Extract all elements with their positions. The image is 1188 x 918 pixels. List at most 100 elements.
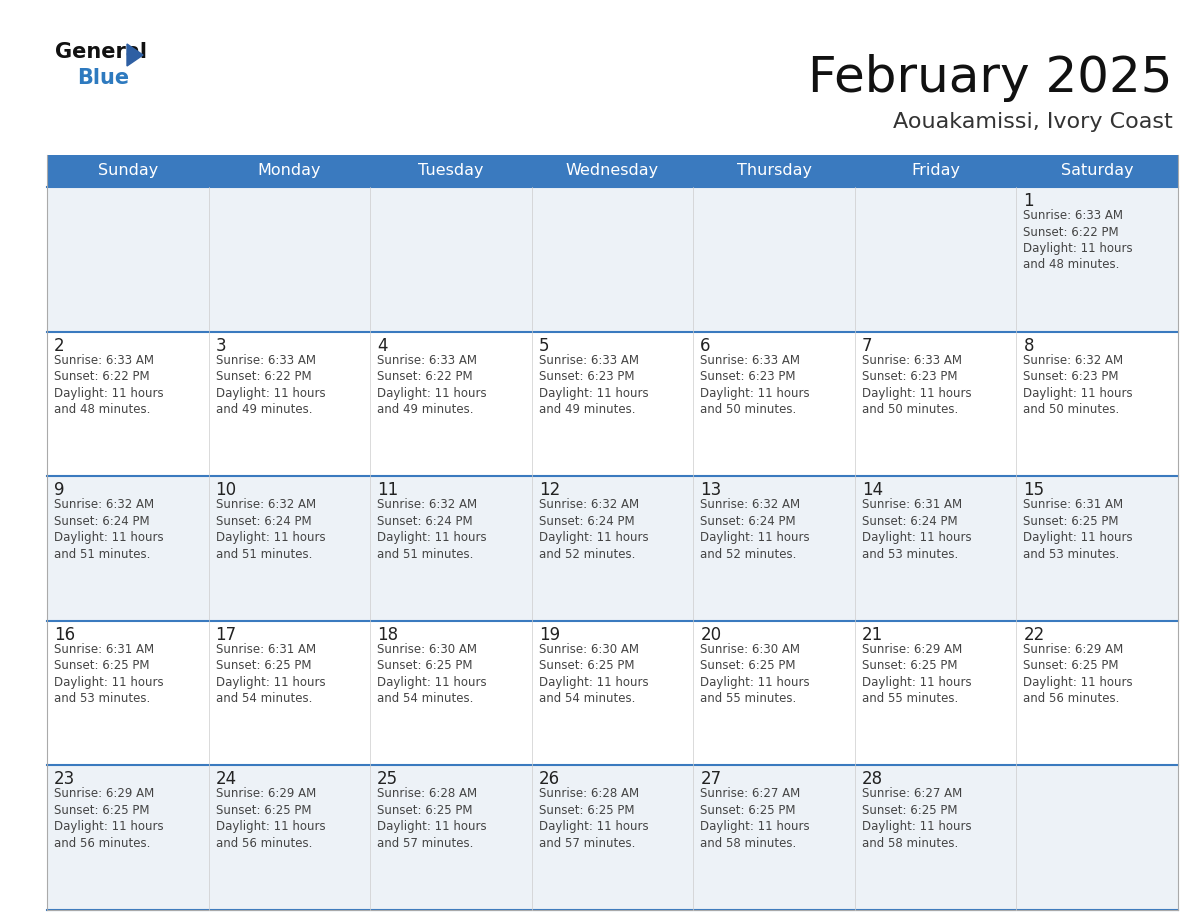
Text: 5: 5: [538, 337, 549, 354]
Text: 4: 4: [377, 337, 387, 354]
Text: Sunrise: 6:29 AM
Sunset: 6:25 PM
Daylight: 11 hours
and 56 minutes.: Sunrise: 6:29 AM Sunset: 6:25 PM Dayligh…: [1023, 643, 1133, 705]
Text: Sunrise: 6:29 AM
Sunset: 6:25 PM
Daylight: 11 hours
and 55 minutes.: Sunrise: 6:29 AM Sunset: 6:25 PM Dayligh…: [861, 643, 972, 705]
Bar: [532, 331, 694, 476]
Text: Sunrise: 6:29 AM
Sunset: 6:25 PM
Daylight: 11 hours
and 56 minutes.: Sunrise: 6:29 AM Sunset: 6:25 PM Dayligh…: [215, 788, 326, 850]
Text: 3: 3: [215, 337, 226, 354]
Text: Sunrise: 6:27 AM
Sunset: 6:25 PM
Daylight: 11 hours
and 58 minutes.: Sunrise: 6:27 AM Sunset: 6:25 PM Dayligh…: [861, 788, 972, 850]
Bar: [532, 476, 694, 621]
Bar: [855, 331, 1017, 476]
Text: Sunrise: 6:33 AM
Sunset: 6:23 PM
Daylight: 11 hours
and 49 minutes.: Sunrise: 6:33 AM Sunset: 6:23 PM Dayligh…: [538, 353, 649, 416]
Text: Sunrise: 6:28 AM
Sunset: 6:25 PM
Daylight: 11 hours
and 57 minutes.: Sunrise: 6:28 AM Sunset: 6:25 PM Dayligh…: [538, 788, 649, 850]
Text: 13: 13: [700, 481, 721, 499]
Text: Sunrise: 6:31 AM
Sunset: 6:25 PM
Daylight: 11 hours
and 53 minutes.: Sunrise: 6:31 AM Sunset: 6:25 PM Dayligh…: [53, 643, 164, 705]
Text: 19: 19: [538, 626, 560, 644]
Text: Sunrise: 6:31 AM
Sunset: 6:24 PM
Daylight: 11 hours
and 53 minutes.: Sunrise: 6:31 AM Sunset: 6:24 PM Dayligh…: [861, 498, 972, 561]
Bar: [48, 766, 209, 910]
Text: 27: 27: [700, 770, 721, 789]
Text: 17: 17: [215, 626, 236, 644]
Text: Tuesday: Tuesday: [418, 163, 484, 178]
Text: 8: 8: [1023, 337, 1034, 354]
Bar: [1017, 766, 1178, 910]
Bar: [48, 621, 209, 766]
Bar: [209, 187, 371, 331]
Bar: [855, 187, 1017, 331]
Text: 11: 11: [377, 481, 398, 499]
Bar: [209, 766, 371, 910]
Text: Aouakamissi, Ivory Coast: Aouakamissi, Ivory Coast: [893, 112, 1173, 132]
Text: Sunday: Sunday: [97, 163, 158, 178]
Bar: [1017, 476, 1178, 621]
Text: 1: 1: [1023, 192, 1034, 210]
Text: 16: 16: [53, 626, 75, 644]
Text: Sunrise: 6:32 AM
Sunset: 6:24 PM
Daylight: 11 hours
and 51 minutes.: Sunrise: 6:32 AM Sunset: 6:24 PM Dayligh…: [215, 498, 326, 561]
Text: 9: 9: [53, 481, 64, 499]
Text: Blue: Blue: [77, 68, 129, 88]
Bar: [855, 476, 1017, 621]
Text: 12: 12: [538, 481, 560, 499]
Bar: [209, 331, 371, 476]
Text: General: General: [55, 42, 147, 62]
Text: 7: 7: [861, 337, 872, 354]
Text: Sunrise: 6:32 AM
Sunset: 6:24 PM
Daylight: 11 hours
and 51 minutes.: Sunrise: 6:32 AM Sunset: 6:24 PM Dayligh…: [53, 498, 164, 561]
Polygon shape: [127, 44, 143, 66]
Text: Sunrise: 6:33 AM
Sunset: 6:22 PM
Daylight: 11 hours
and 48 minutes.: Sunrise: 6:33 AM Sunset: 6:22 PM Dayligh…: [53, 353, 164, 416]
Bar: [1017, 621, 1178, 766]
Text: Sunrise: 6:33 AM
Sunset: 6:23 PM
Daylight: 11 hours
and 50 minutes.: Sunrise: 6:33 AM Sunset: 6:23 PM Dayligh…: [700, 353, 810, 416]
Bar: [209, 476, 371, 621]
Text: Sunrise: 6:30 AM
Sunset: 6:25 PM
Daylight: 11 hours
and 54 minutes.: Sunrise: 6:30 AM Sunset: 6:25 PM Dayligh…: [377, 643, 487, 705]
Bar: [855, 766, 1017, 910]
Bar: [371, 766, 532, 910]
Bar: [694, 621, 855, 766]
Bar: [532, 187, 694, 331]
Bar: [48, 331, 209, 476]
Text: 26: 26: [538, 770, 560, 789]
Bar: [48, 476, 209, 621]
Bar: [371, 331, 532, 476]
Text: 23: 23: [53, 770, 75, 789]
Text: Sunrise: 6:32 AM
Sunset: 6:24 PM
Daylight: 11 hours
and 52 minutes.: Sunrise: 6:32 AM Sunset: 6:24 PM Dayligh…: [700, 498, 810, 561]
Text: Sunrise: 6:33 AM
Sunset: 6:22 PM
Daylight: 11 hours
and 49 minutes.: Sunrise: 6:33 AM Sunset: 6:22 PM Dayligh…: [377, 353, 487, 416]
Text: Sunrise: 6:32 AM
Sunset: 6:23 PM
Daylight: 11 hours
and 50 minutes.: Sunrise: 6:32 AM Sunset: 6:23 PM Dayligh…: [1023, 353, 1133, 416]
Bar: [855, 621, 1017, 766]
Bar: [1017, 187, 1178, 331]
Text: 18: 18: [377, 626, 398, 644]
Text: 22: 22: [1023, 626, 1044, 644]
Text: Sunrise: 6:33 AM
Sunset: 6:23 PM
Daylight: 11 hours
and 50 minutes.: Sunrise: 6:33 AM Sunset: 6:23 PM Dayligh…: [861, 353, 972, 416]
Bar: [532, 766, 694, 910]
Bar: [694, 766, 855, 910]
Bar: [48, 155, 1178, 187]
Text: Sunrise: 6:30 AM
Sunset: 6:25 PM
Daylight: 11 hours
and 54 minutes.: Sunrise: 6:30 AM Sunset: 6:25 PM Dayligh…: [538, 643, 649, 705]
Bar: [371, 476, 532, 621]
Bar: [1017, 331, 1178, 476]
Text: Sunrise: 6:30 AM
Sunset: 6:25 PM
Daylight: 11 hours
and 55 minutes.: Sunrise: 6:30 AM Sunset: 6:25 PM Dayligh…: [700, 643, 810, 705]
Text: 6: 6: [700, 337, 710, 354]
Text: 24: 24: [215, 770, 236, 789]
Text: Sunrise: 6:27 AM
Sunset: 6:25 PM
Daylight: 11 hours
and 58 minutes.: Sunrise: 6:27 AM Sunset: 6:25 PM Dayligh…: [700, 788, 810, 850]
Text: Sunrise: 6:33 AM
Sunset: 6:22 PM
Daylight: 11 hours
and 49 minutes.: Sunrise: 6:33 AM Sunset: 6:22 PM Dayligh…: [215, 353, 326, 416]
Text: 2: 2: [53, 337, 64, 354]
Bar: [48, 187, 209, 331]
Text: Wednesday: Wednesday: [565, 163, 659, 178]
Bar: [209, 621, 371, 766]
Bar: [694, 331, 855, 476]
Text: Sunrise: 6:28 AM
Sunset: 6:25 PM
Daylight: 11 hours
and 57 minutes.: Sunrise: 6:28 AM Sunset: 6:25 PM Dayligh…: [377, 788, 487, 850]
Text: Friday: Friday: [911, 163, 960, 178]
Text: 10: 10: [215, 481, 236, 499]
Bar: [694, 476, 855, 621]
Text: Sunrise: 6:31 AM
Sunset: 6:25 PM
Daylight: 11 hours
and 53 minutes.: Sunrise: 6:31 AM Sunset: 6:25 PM Dayligh…: [1023, 498, 1133, 561]
Text: 14: 14: [861, 481, 883, 499]
Text: 21: 21: [861, 626, 883, 644]
Text: 20: 20: [700, 626, 721, 644]
Bar: [694, 187, 855, 331]
Text: Monday: Monday: [258, 163, 321, 178]
Bar: [532, 621, 694, 766]
Text: Sunrise: 6:31 AM
Sunset: 6:25 PM
Daylight: 11 hours
and 54 minutes.: Sunrise: 6:31 AM Sunset: 6:25 PM Dayligh…: [215, 643, 326, 705]
Bar: [371, 621, 532, 766]
Text: Saturday: Saturday: [1061, 163, 1133, 178]
Text: February 2025: February 2025: [809, 54, 1173, 102]
Text: 25: 25: [377, 770, 398, 789]
Text: 15: 15: [1023, 481, 1044, 499]
Bar: [371, 187, 532, 331]
Text: Thursday: Thursday: [737, 163, 811, 178]
Text: Sunrise: 6:32 AM
Sunset: 6:24 PM
Daylight: 11 hours
and 51 minutes.: Sunrise: 6:32 AM Sunset: 6:24 PM Dayligh…: [377, 498, 487, 561]
